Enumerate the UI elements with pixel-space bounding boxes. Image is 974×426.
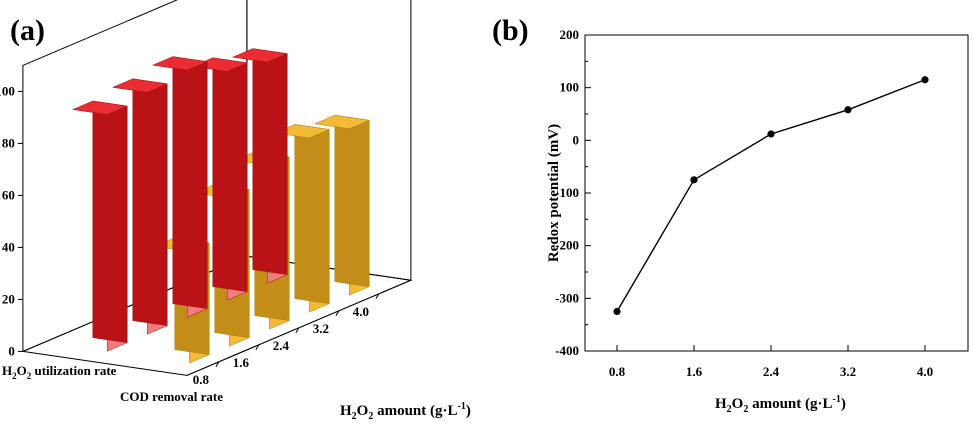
bar-h2o2-utilization-2.4 (151, 56, 209, 318)
y-tick-label: 100 (560, 80, 580, 95)
x-tick-label: 3.2 (313, 321, 329, 336)
bar-top-face (231, 48, 289, 63)
x-tick-label: 4.0 (353, 304, 369, 319)
panel-b-label: (b) (492, 14, 529, 47)
y-tick-label: 100 (0, 83, 15, 98)
x-tick-mark (295, 327, 300, 334)
y-tick-label: 20 (2, 291, 15, 306)
bar-side-face (334, 114, 370, 287)
chart-a-y-ticks: 0 20 40 60 80 100 (0, 83, 23, 358)
chart-b-y-axis-title: Redox potential (mV) (546, 124, 562, 262)
data-point-0.8 (613, 307, 621, 316)
y-tick-label: 40 (2, 239, 15, 254)
bar-top-face (111, 78, 169, 93)
y-tick-label: 0 (573, 132, 580, 147)
bar-top-face (313, 114, 371, 130)
data-point-4.0 (921, 76, 929, 84)
y-tick-label: 60 (2, 187, 15, 202)
chart-b-frame (584, 34, 969, 352)
bar-cod-removal-4.0 (313, 114, 371, 296)
x-tick-label: 4.0 (917, 364, 933, 379)
bar-h2o2-utilization-0.8 (71, 100, 129, 352)
bar-side-face (132, 78, 168, 326)
x-tick-label: 3.2 (840, 364, 856, 379)
bar-side-face (92, 100, 128, 343)
bar-side-face (252, 48, 288, 275)
bar-cod-removal-3.2 (273, 124, 331, 313)
chart-b-series (613, 76, 929, 316)
x-tick-label: 0.8 (609, 364, 626, 379)
chart-b-y-ticks: 200 100 0 -100 -200 -300 -400 (555, 27, 591, 358)
x-tick-mark (255, 344, 260, 351)
bar-side-face (294, 124, 330, 304)
bar-h2o2-utilization-4.0 (231, 48, 289, 284)
redox-potential-line (616, 79, 926, 312)
series-label-h2o2-utilization: H2O2 utilization rate (2, 363, 117, 381)
x-tick-label: 2.4 (763, 364, 780, 379)
side-wall (22, 0, 248, 353)
x-tick-mark (215, 361, 220, 368)
y-tick-label: -100 (555, 185, 579, 200)
x-tick-mark (335, 310, 340, 317)
bar-side-face (212, 57, 248, 292)
bar-top-face (151, 56, 209, 71)
panel-a-label: (a) (10, 14, 45, 47)
data-point-3.2 (844, 106, 852, 114)
bar-h2o2-utilization-3.2 (191, 57, 249, 301)
y-tick-label: 200 (560, 27, 580, 42)
chart-a-bars (71, 48, 371, 364)
bar-top-face (71, 100, 129, 115)
bar-h2o2-utilization-1.6 (111, 78, 169, 335)
data-point-2.4 (767, 130, 775, 138)
chart-b-x-ticks: 0.8 1.6 2.4 3.2 4.0 (609, 345, 933, 379)
x-tick-label: 1.6 (233, 355, 250, 370)
chart-a-x-axis-title: H2O2 amount (g·L-1) (340, 401, 471, 422)
y-tick-label: 0 (8, 343, 15, 358)
y-tick-label: -200 (555, 238, 579, 253)
chart-b-x-axis-title: H2O2 amount (g·L-1) (715, 394, 846, 415)
panel-a-3d-bar-chart: 0 20 40 60 80 100 0.8 1.6 2.4 3.2 4.0 H2O2 utiliz… (0, 0, 471, 422)
bar-side-face (172, 56, 208, 309)
series-label-cod-removal: COD removal rate (120, 389, 223, 404)
y-tick-label: -300 (555, 290, 579, 305)
y-tick-label: 80 (2, 135, 15, 150)
x-tick-mark (375, 293, 380, 300)
x-tick-label: 2.4 (273, 338, 290, 353)
x-tick-label: 1.6 (686, 364, 703, 379)
data-point-1.6 (690, 176, 698, 184)
y-tick-label: -400 (555, 343, 579, 358)
x-tick-label: 0.8 (193, 372, 210, 387)
chart-a-x-ticks: 0.8 1.6 2.4 3.2 4.0 (193, 293, 380, 387)
